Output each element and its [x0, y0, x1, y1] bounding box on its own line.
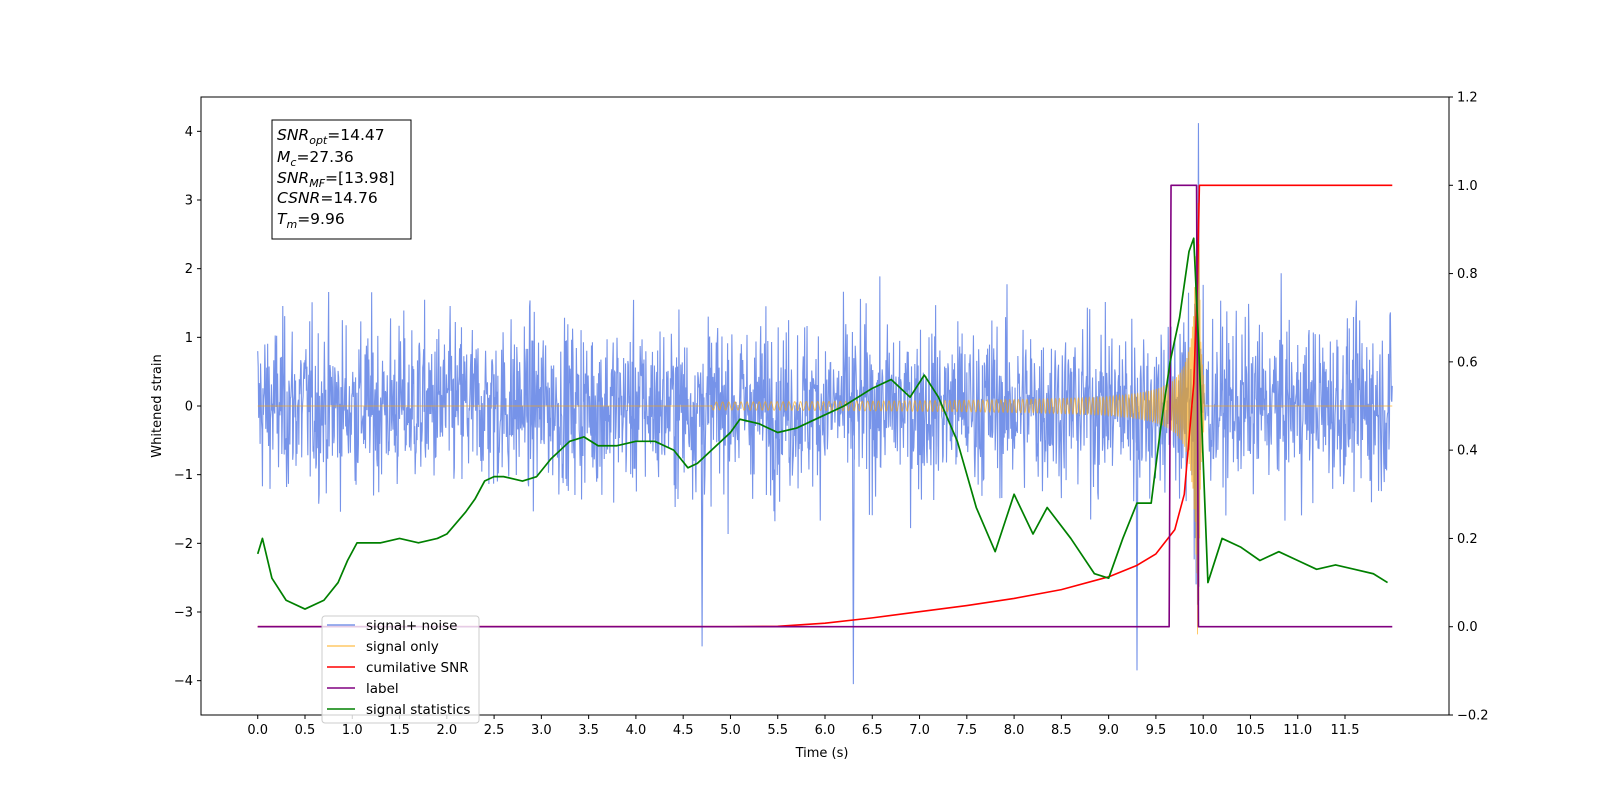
series-label [257, 184, 1393, 628]
series-cumulative-snr [257, 184, 1393, 628]
y-tick-label: 3 [185, 194, 193, 209]
series-layer [256, 123, 1393, 685]
y-tick-label: −3 [174, 606, 193, 621]
y-axis-label: Whitened strain [150, 354, 165, 457]
series-signal-noise [257, 123, 1393, 685]
y2-tick-label: 1.2 [1457, 91, 1478, 106]
x-tick-label: 11.5 [1331, 723, 1360, 738]
x-tick-label: 10.0 [1189, 723, 1218, 738]
x-tick-label: 8.5 [1051, 723, 1072, 738]
series-signal-statistics [256, 237, 1388, 610]
x-tick-label: 1.0 [342, 723, 363, 738]
x-tick-label: 11.0 [1283, 723, 1312, 738]
info-box-line: SNRopt=14.47 [277, 126, 385, 147]
y-tick-label: −4 [174, 674, 193, 689]
x-tick-label: 3.5 [578, 723, 599, 738]
y2-tick-label: 0.6 [1457, 355, 1478, 370]
y-tick-label: −1 [174, 468, 193, 483]
y2-tick-label: 0.8 [1457, 267, 1478, 282]
y-axis-left: −4 −3 −2 −1 0 1 2 3 4 [174, 125, 201, 689]
x-tick-label: 5.5 [767, 723, 788, 738]
x-tick-label: 8.0 [1004, 723, 1025, 738]
x-tick-label: 7.0 [909, 723, 930, 738]
x-axis: 0.0 0.5 1.0 1.5 2.0 2.5 3.0 3.5 4.0 4.5 5.0 5.5 6.0 6… [247, 715, 1359, 738]
y2-tick-label: 0.2 [1457, 532, 1478, 547]
y2-tick-label: −0.2 [1457, 709, 1489, 724]
x-tick-label: 10.5 [1236, 723, 1265, 738]
x-axis-label: Time (s) [795, 746, 849, 761]
y2-tick-label: 1.0 [1457, 179, 1478, 194]
info-box-line: CSNR=14.76 [277, 189, 378, 207]
info-box: SNRopt=14.47Mc=27.36SNRMF=[13.98]CSNR=14… [271, 119, 412, 240]
legend-label: signal+ noise [366, 618, 457, 634]
legend-label: signal only [366, 639, 439, 655]
y2-tick-label: 0.0 [1457, 620, 1478, 635]
x-tick-label: 9.5 [1146, 723, 1167, 738]
y-tick-label: 4 [185, 125, 193, 140]
info-box-line: Tm=9.96 [277, 210, 345, 231]
y2-tick-label: 0.4 [1457, 444, 1478, 459]
x-tick-label: 0.5 [295, 723, 316, 738]
y-tick-label: 0 [185, 400, 193, 415]
x-tick-label: 9.0 [1098, 723, 1119, 738]
x-tick-label: 6.5 [862, 723, 883, 738]
legend-label: cumilative SNR [366, 660, 469, 676]
x-tick-label: 6.0 [815, 723, 836, 738]
series-signal-only [257, 202, 1393, 635]
x-tick-label: 1.5 [389, 723, 410, 738]
legend-label: signal statistics [366, 702, 470, 718]
legend: signal+ noise signal only cumilative SNR la… [321, 615, 480, 724]
x-tick-label: 4.5 [673, 723, 694, 738]
x-tick-label: 3.0 [531, 723, 552, 738]
x-tick-label: 2.0 [436, 723, 457, 738]
x-tick-label: 5.0 [720, 723, 741, 738]
x-tick-label: 2.5 [484, 723, 505, 738]
x-tick-label: 4.0 [626, 723, 647, 738]
x-tick-label: 7.5 [956, 723, 977, 738]
info-box-line: SNRMF=[13.98] [277, 169, 395, 190]
y-tick-label: −2 [174, 537, 193, 552]
y-axis-right: −0.2 0.0 0.2 0.4 0.6 0.8 1.0 1.2 [1449, 91, 1489, 724]
y-tick-label: 1 [185, 331, 193, 346]
legend-label: label [366, 681, 399, 697]
info-box-line: Mc=27.36 [277, 148, 354, 169]
y-tick-label: 2 [185, 262, 193, 277]
x-tick-label: 0.0 [247, 723, 268, 738]
